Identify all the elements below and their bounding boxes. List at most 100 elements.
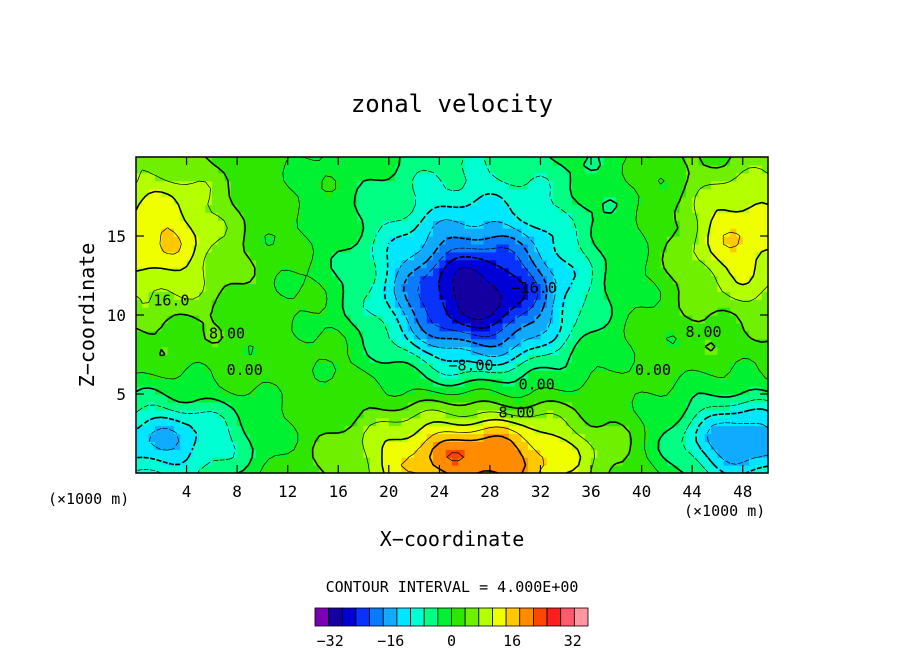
heatmap-cell <box>685 409 693 419</box>
heatmap-cell <box>420 212 428 221</box>
heatmap-cell <box>167 457 175 466</box>
heatmap-cell <box>331 307 339 316</box>
heatmap-cell <box>382 157 390 166</box>
heatmap-cell <box>458 401 466 411</box>
heatmap-cell <box>654 315 662 324</box>
heatmap-cell <box>559 338 567 348</box>
heatmap-cell <box>331 299 339 308</box>
heatmap-cell <box>426 251 434 261</box>
heatmap-cell <box>344 212 352 221</box>
heatmap-cell <box>711 180 719 190</box>
heatmap-cell <box>205 449 213 458</box>
heatmap-cell <box>496 212 504 221</box>
heatmap-cell <box>306 243 314 253</box>
heatmap-cell <box>464 417 472 427</box>
heatmap-cell <box>452 307 459 316</box>
heatmap-cell <box>218 425 226 435</box>
heatmap-cell <box>730 441 737 450</box>
heatmap-cell <box>256 212 263 221</box>
heatmap-cell <box>761 212 769 221</box>
heatmap-cell <box>452 378 459 387</box>
heatmap-cell <box>616 299 624 308</box>
heatmap-cell <box>186 228 194 237</box>
heatmap-cell <box>287 172 295 182</box>
y-tick-label: 10 <box>107 306 126 325</box>
heatmap-cell <box>628 283 636 292</box>
heatmap-cell <box>268 228 276 237</box>
heatmap-cell <box>205 346 213 356</box>
heatmap-cell <box>300 441 308 450</box>
heatmap-cell <box>610 401 617 411</box>
heatmap-cell <box>635 157 643 166</box>
heatmap-cell <box>698 236 706 245</box>
heatmap-cell <box>464 307 472 316</box>
heatmap-cell <box>312 180 320 190</box>
heatmap-cell <box>559 409 567 419</box>
heatmap-cell <box>388 338 396 348</box>
heatmap-cell <box>420 354 428 363</box>
heatmap-cell <box>199 236 207 245</box>
heatmap-cell <box>262 283 270 292</box>
heatmap-cell <box>199 417 207 427</box>
heatmap-cell <box>559 236 567 245</box>
heatmap-cell <box>199 243 207 253</box>
heatmap-cell <box>420 315 428 324</box>
heatmap-cell <box>496 228 504 237</box>
heatmap-cell <box>717 204 725 213</box>
heatmap-cell <box>205 338 213 348</box>
heatmap-cell <box>445 322 453 332</box>
heatmap-cell <box>192 330 200 340</box>
heatmap-cell <box>755 172 763 182</box>
heatmap-cell <box>357 157 365 166</box>
heatmap-cell <box>262 212 270 221</box>
heatmap-cell <box>527 330 535 340</box>
heatmap-cell <box>622 362 630 371</box>
heatmap-cell <box>350 307 358 316</box>
heatmap-cell <box>647 425 655 435</box>
heatmap-cell <box>306 157 314 166</box>
heatmap-cell <box>679 157 687 166</box>
heatmap-cell <box>161 251 169 261</box>
heatmap-cell <box>426 204 434 213</box>
heatmap-cell <box>761 275 769 284</box>
heatmap-cell <box>749 330 756 340</box>
heatmap-cell <box>622 378 630 387</box>
heatmap-cell <box>635 457 643 466</box>
heatmap-cell <box>742 291 750 300</box>
heatmap-cell <box>616 330 624 340</box>
heatmap-cell <box>496 362 504 371</box>
heatmap-cell <box>268 220 276 229</box>
heatmap-cell <box>306 433 314 442</box>
heatmap-cell <box>173 378 181 387</box>
heatmap-cell <box>167 322 175 332</box>
heatmap-cell <box>338 441 346 450</box>
heatmap-cell <box>136 401 143 411</box>
heatmap-cell <box>761 259 769 269</box>
heatmap-cell <box>243 449 251 458</box>
heatmap-cell <box>755 236 763 245</box>
heatmap-cell <box>161 394 169 403</box>
heatmap-cell <box>464 378 472 387</box>
heatmap-cell <box>654 433 662 442</box>
heatmap-cell <box>679 417 687 427</box>
heatmap-cell <box>211 322 219 332</box>
heatmap-cell <box>420 441 428 450</box>
heatmap-cell <box>306 251 314 261</box>
heatmap-cell <box>262 417 270 427</box>
heatmap-cell <box>230 283 238 292</box>
heatmap-cell <box>616 291 624 300</box>
heatmap-cell <box>489 220 497 229</box>
heatmap-cell <box>439 362 447 371</box>
heatmap-cell <box>180 283 188 292</box>
heatmap-cell <box>616 417 624 427</box>
heatmap-cell <box>572 346 579 356</box>
heatmap-cell <box>186 172 194 182</box>
heatmap-cell <box>489 307 497 316</box>
heatmap-cell <box>294 267 301 277</box>
heatmap-cell <box>363 417 371 427</box>
heatmap-cell <box>211 315 219 324</box>
heatmap-cell <box>180 164 188 174</box>
heatmap-cell <box>508 409 516 419</box>
heatmap-cell <box>218 370 226 379</box>
heatmap-cell <box>275 322 282 332</box>
